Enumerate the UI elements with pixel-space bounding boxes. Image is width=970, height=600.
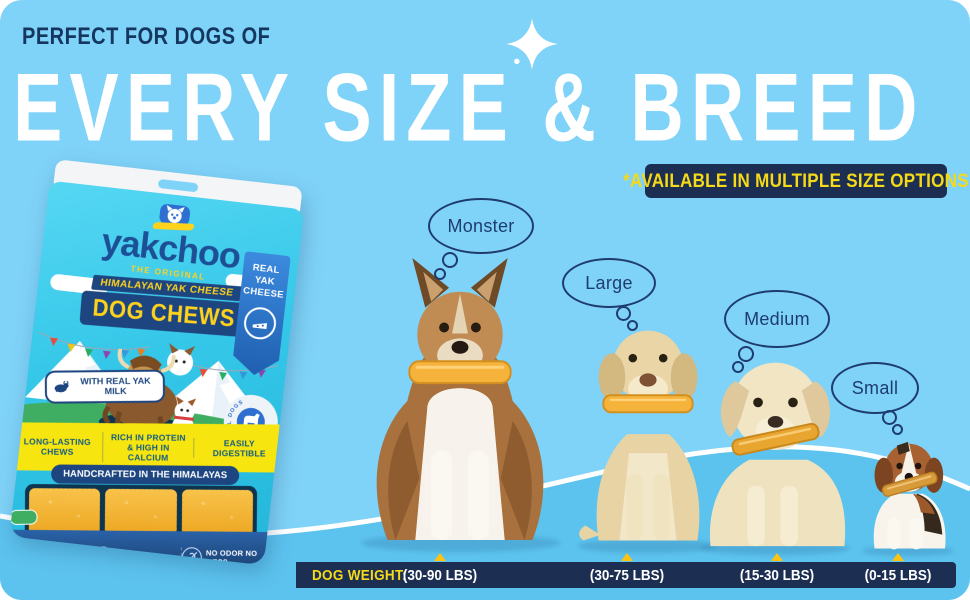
real-yak-cheese-ribbon: REAL YAK CHEESE — [231, 251, 291, 377]
thought-bubble-dot — [732, 361, 744, 373]
thought-bubble-dot — [892, 424, 903, 435]
size-label: Large — [585, 272, 633, 293]
cheese-icon — [242, 305, 277, 340]
size-label: Monster — [447, 215, 515, 236]
feature-item: RICH IN PROTEIN & HIGH IN CALCIUM — [102, 431, 194, 464]
thought-bubble-large: Large — [562, 258, 656, 308]
chew-stick — [105, 488, 177, 536]
dog-photo-monster — [376, 257, 544, 541]
ribbon-text: REAL YAK CHEESE — [242, 262, 285, 301]
weight-range: (30-90 LBS) — [402, 566, 478, 584]
thought-bubble-dot — [616, 306, 631, 321]
natural-seal — [9, 509, 38, 526]
yak-icon — [54, 380, 69, 393]
chew-stick — [28, 488, 101, 535]
weight-marker-icon — [621, 553, 633, 561]
dog-weight-bar: DOG WEIGHT: (30-90 LBS) (30-75 LBS) (15-… — [296, 562, 956, 588]
thought-bubble-dot — [442, 252, 458, 268]
page-title: EVERY SIZE & BREED — [13, 53, 925, 162]
weight-range: (30-75 LBS) — [589, 566, 665, 584]
thought-bubble-dot — [738, 346, 754, 362]
dog-weight-label: DOG WEIGHT: — [312, 566, 407, 584]
weight-range: (0-15 LBS) — [864, 566, 932, 584]
availability-badge: *AVAILABLE IN MULTIPLE SIZE OPTIONS — [623, 164, 969, 198]
thought-bubble-dot — [882, 410, 897, 425]
dog-shadow — [578, 539, 718, 553]
dog-shadow — [862, 546, 954, 556]
thought-bubble-small: Small — [831, 362, 919, 414]
bag-front-panel: yakchoo THE ORIGINAL HIMALAYAN YAK CHEES… — [9, 180, 305, 566]
bag-hang-hole — [157, 178, 199, 193]
thought-bubble-medium: Medium — [724, 290, 830, 348]
milk-callout-text: WITH REAL YAK MILK — [80, 375, 151, 397]
weight-marker-icon — [892, 553, 904, 561]
size-label: Medium — [744, 308, 810, 329]
handcrafted-pill: HANDCRAFTED IN THE HIMALAYAS — [51, 464, 240, 486]
brand-name: yakchoo — [99, 219, 243, 277]
thought-bubble-monster: Monster — [428, 198, 534, 254]
size-label: Small — [851, 377, 899, 398]
sparkle-icon — [506, 18, 558, 70]
eyebrow-text: PERFECT FOR DOGS OF — [22, 24, 271, 50]
weight-range: (15-30 LBS) — [739, 566, 815, 584]
thought-bubble-dot — [627, 320, 638, 331]
dog-photo-small — [873, 441, 946, 550]
weight-marker-icon — [434, 553, 446, 561]
brand-block: yakchoo THE ORIGINAL HIMALAYAN YAK CHEES… — [35, 189, 304, 344]
chew-stick — [181, 489, 254, 537]
weight-marker-icon — [771, 553, 783, 561]
dog-photo-large — [579, 330, 700, 541]
availability-badge-text: *AVAILABLE IN MULTIPLE SIZE OPTIONS — [623, 169, 969, 192]
milk-callout-bubble: WITH REAL YAK MILK — [44, 369, 166, 404]
product-package: yakchoo THE ORIGINAL HIMALAYAN YAK CHEES… — [9, 159, 306, 566]
feature-item: EASILY DIGESTIBLE — [193, 437, 285, 459]
dog-photo-medium — [709, 362, 846, 547]
thought-bubble-dot — [434, 268, 446, 280]
feature-item: LONG-LASTING CHEWS — [23, 436, 91, 457]
dog-logo-icon — [159, 204, 191, 226]
